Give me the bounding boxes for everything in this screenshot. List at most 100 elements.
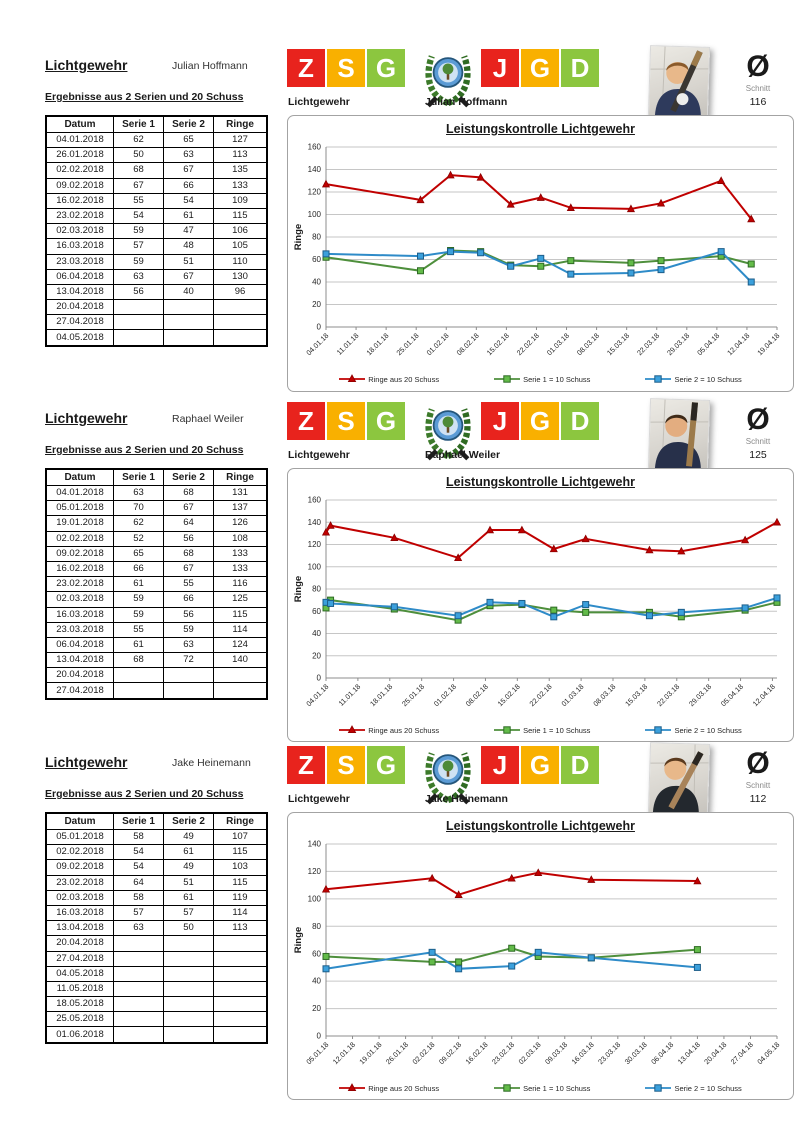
svg-text:22.03.18: 22.03.18 (655, 682, 681, 708)
results-subtitle: Ergebnisse aus 2 Serien und 20 Schuss (45, 788, 244, 800)
column-header: Serie 1 (113, 468, 164, 486)
table-cell: 113 (213, 920, 268, 937)
svg-text:29.03.18: 29.03.18 (687, 682, 713, 708)
table-cell: 130 (213, 268, 268, 285)
svg-text:22.02.18: 22.02.18 (515, 331, 541, 357)
table-row: 23.02.2018 64 51 115 (45, 874, 268, 891)
results-table: Datum Serie 1 Serie 2 Ringe 04.01.2018 62 65 12… (45, 115, 268, 347)
table-row: 02.03.2018 59 47 106 (45, 223, 268, 240)
legend-label: Serie 2 = 10 Schuss (674, 1083, 742, 1093)
page-title: Lichtgewehr (45, 57, 128, 73)
banner-letter-g: G (521, 746, 559, 784)
svg-text:16.03.18: 16.03.18 (570, 1040, 596, 1066)
banner-letter-d: D (561, 402, 599, 440)
average-label: Schnitt (745, 84, 771, 93)
table-cell: 02.03.2018 (45, 889, 114, 906)
table-cell: 04.01.2018 (45, 131, 114, 149)
table-row: 02.03.2018 59 66 125 (45, 591, 268, 608)
table-cell: 27.04.2018 (45, 682, 114, 700)
banner-letter-g: G (367, 746, 405, 784)
student-name: Julian Hoffmann (172, 60, 248, 72)
table-cell: 105 (213, 238, 268, 255)
svg-text:25.01.18: 25.01.18 (394, 331, 420, 357)
svg-text:Ringe: Ringe (293, 224, 304, 250)
table-row: 09.02.2018 65 68 133 (45, 545, 268, 562)
column-header: Ringe (213, 115, 268, 133)
table-cell (213, 980, 268, 998)
svg-text:08.02.18: 08.02.18 (455, 331, 481, 357)
column-header: Serie 1 (113, 812, 164, 830)
table-cell: 59 (163, 621, 214, 638)
table-cell: 09.02.2018 (45, 177, 114, 194)
column-header: Datum (45, 468, 114, 486)
table-row: 05.01.2018 58 49 107 (45, 828, 268, 846)
table-cell: 63 (163, 636, 214, 654)
svg-text:02.03.18: 02.03.18 (516, 1040, 542, 1066)
table-cell (113, 1026, 164, 1044)
legend-label: Serie 2 = 10 Schuss (674, 374, 742, 384)
table-cell (163, 1026, 214, 1044)
table-cell: 09.02.2018 (45, 859, 114, 876)
svg-text:160: 160 (308, 143, 322, 152)
legend-marker-icon (645, 375, 672, 383)
svg-text:26.01.18: 26.01.18 (384, 1040, 410, 1066)
club-crest-icon (421, 743, 475, 810)
table-cell: 59 (113, 223, 164, 240)
svg-text:160: 160 (308, 496, 322, 505)
table-cell: 70 (113, 500, 164, 517)
table-cell (113, 314, 164, 331)
chart-legend: Ringe aus 20 Schuss Serie 1 = 10 Schuss Se… (288, 725, 793, 735)
table-cell: 66 (163, 177, 214, 194)
svg-text:40: 40 (312, 278, 321, 287)
average-block: Ø Schnitt 116 (721, 51, 795, 109)
results-table: Datum Serie 1 Serie 2 Ringe 04.01.2018 63 68 13… (45, 468, 268, 700)
table-cell: 56 (113, 283, 164, 301)
table-cell: 02.02.2018 (45, 844, 114, 861)
table-cell: 67 (163, 162, 214, 179)
svg-text:15.02.18: 15.02.18 (485, 331, 511, 357)
table-cell: 125 (213, 591, 268, 608)
page-title: Lichtgewehr (45, 410, 128, 426)
table-cell: 27.04.2018 (45, 314, 114, 331)
table-row: 26.01.2018 50 63 113 (45, 147, 268, 164)
banner-letter-g: G (367, 49, 405, 87)
legend-label: Ringe aus 20 Schuss (368, 374, 440, 384)
table-cell: 133 (213, 560, 268, 578)
table-row: 20.04.2018 (45, 935, 268, 952)
table-cell: 114 (213, 621, 268, 638)
svg-text:18.01.18: 18.01.18 (368, 682, 394, 708)
table-row: 04.01.2018 63 68 131 (45, 484, 268, 502)
table-cell: 26.01.2018 (45, 147, 114, 164)
table-cell: 16.03.2018 (45, 606, 114, 623)
table-cell: 56 (163, 606, 214, 623)
table-cell (213, 1011, 268, 1028)
legend-marker-icon (339, 374, 366, 382)
table-cell: 02.02.2018 (45, 530, 114, 547)
table-cell: 61 (163, 207, 214, 225)
table-row: 16.03.2018 59 56 115 (45, 606, 268, 623)
column-header: Datum (45, 115, 114, 133)
student-photo (647, 45, 711, 118)
table-cell: 54 (113, 844, 164, 861)
table-cell: 16.02.2018 (45, 192, 114, 209)
table-row: 23.02.2018 54 61 115 (45, 207, 268, 225)
table-cell (163, 299, 214, 316)
chart-legend: Ringe aus 20 Schuss Serie 1 = 10 Schuss Se… (288, 374, 793, 384)
svg-text:Ringe: Ringe (293, 927, 304, 953)
results-table: Datum Serie 1 Serie 2 Ringe 05.01.2018 58 49 10… (45, 812, 268, 1044)
average-icon: Ø (746, 403, 770, 436)
table-cell: 47 (163, 223, 214, 240)
table-cell (213, 667, 268, 684)
table-cell: 56 (163, 530, 214, 547)
table-cell: 02.02.2018 (45, 162, 114, 179)
table-cell: 23.02.2018 (45, 576, 114, 593)
chart-title: Leistungskontrolle Lichtgewehr (446, 122, 635, 136)
table-cell (113, 299, 164, 316)
table-cell (163, 682, 214, 700)
svg-text:01.03.18: 01.03.18 (545, 331, 571, 357)
table-cell (163, 1011, 214, 1028)
table-cell: 66 (163, 591, 214, 608)
table-cell: 65 (113, 545, 164, 562)
table-cell: 103 (213, 859, 268, 876)
